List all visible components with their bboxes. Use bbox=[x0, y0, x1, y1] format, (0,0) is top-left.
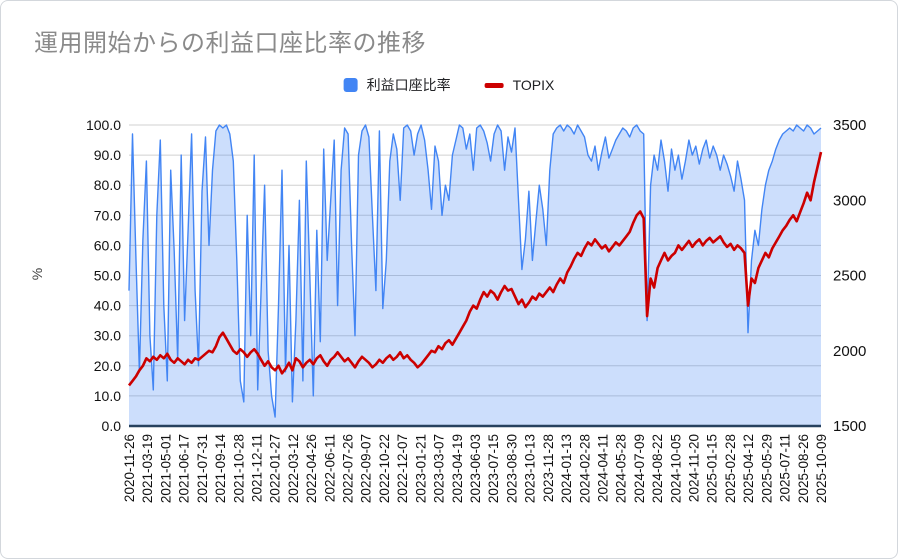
x-axis-tick-label: 2025-02-28 bbox=[723, 434, 738, 503]
x-axis-tick-label: 2022-04-26 bbox=[304, 434, 319, 503]
x-axis-tick-label: 2022-07-26 bbox=[341, 434, 356, 503]
x-axis-tick-label: 2024-01-13 bbox=[559, 434, 574, 503]
left-axis-tick-label: 60.0 bbox=[94, 237, 121, 253]
legend-label-ratio: 利益口座比率 bbox=[366, 77, 451, 93]
x-axis-tick-label: 2025-04-12 bbox=[741, 434, 756, 503]
x-axis-tick-label: 2025-08-26 bbox=[796, 434, 811, 503]
x-axis-tick-label: 2024-07-09 bbox=[632, 434, 647, 503]
right-axis-tick-label: 3500 bbox=[833, 117, 866, 134]
ratio-line-series bbox=[128, 124, 822, 418]
x-axis-tick-label: 2024-08-22 bbox=[650, 434, 665, 503]
x-axis-tick-label: 2020-11-26 bbox=[122, 434, 137, 502]
chart-title: 運用開始からの利益口座比率の推移 bbox=[34, 30, 426, 57]
right-axis-tick-label: 3000 bbox=[833, 192, 866, 209]
x-axis-tick-label: 2024-02-28 bbox=[577, 434, 592, 503]
left-axis-tick-label: 50.0 bbox=[94, 268, 121, 284]
legend-item-topix: TOPIX bbox=[484, 77, 555, 93]
left-axis-tick-label: 40.0 bbox=[94, 298, 121, 314]
topix-series-swatch-icon bbox=[484, 82, 504, 88]
left-axis-tick-label: 80.0 bbox=[94, 177, 121, 193]
x-axis-tick-label: 2022-09-07 bbox=[359, 434, 374, 503]
x-axis-tick-label: 2021-10-28 bbox=[231, 434, 246, 503]
legend: 利益口座比率 TOPIX bbox=[343, 75, 555, 95]
x-axis-tick-label: 2025-05-29 bbox=[759, 434, 774, 503]
legend-label-topix: TOPIX bbox=[512, 77, 555, 93]
x-axis-tick-label: 2021-07-31 bbox=[195, 434, 210, 503]
x-axis-tick-label: 2022-06-11 bbox=[322, 434, 337, 502]
x-axis-tick-label: 2023-04-19 bbox=[450, 434, 465, 503]
left-axis-tick-label: 10.0 bbox=[94, 388, 121, 404]
x-axis-tick-label: 2022-03-12 bbox=[286, 434, 301, 503]
ratio-series-swatch-icon bbox=[343, 78, 358, 92]
x-axis-tick-label: 2023-10-13 bbox=[523, 434, 538, 503]
ratio-area-series bbox=[129, 125, 821, 426]
left-axis-tick-label: 100.0 bbox=[86, 117, 121, 133]
x-axis-tick-label: 2022-10-22 bbox=[377, 434, 392, 503]
left-axis-tick-label: 20.0 bbox=[94, 358, 121, 374]
x-axis-tick-label: 2024-11-20 bbox=[687, 434, 702, 502]
x-axis-tick-label: 2021-09-14 bbox=[213, 434, 228, 504]
x-axis-tick-label: 2023-01-21 bbox=[413, 434, 428, 503]
left-axis-tick-label: 70.0 bbox=[94, 207, 121, 223]
x-axis-tick-label: 2025-07-11 bbox=[778, 434, 793, 502]
x-axis-tick-label: 2025-01-15 bbox=[705, 434, 720, 503]
left-axis-tick-label: 90.0 bbox=[94, 147, 121, 163]
x-axis-tick-label: 2023-08-30 bbox=[504, 434, 519, 503]
right-axis-tick-label: 1500 bbox=[833, 418, 866, 435]
x-axis-tick-label: 2022-01-27 bbox=[268, 434, 283, 503]
x-axis-tick-label: 2021-03-19 bbox=[140, 434, 155, 503]
topix-line-series bbox=[127, 151, 823, 387]
x-axis-tick-label: 2023-06-03 bbox=[468, 434, 483, 503]
x-axis-tick-label: 2021-12-11 bbox=[250, 434, 265, 502]
x-axis-tick-label: 2021-06-17 bbox=[177, 434, 192, 503]
x-axis-tick-label: 2024-04-11 bbox=[596, 434, 611, 502]
x-axis-tick-label: 2024-05-28 bbox=[614, 434, 629, 503]
x-axis-tick-label: 2023-07-15 bbox=[486, 434, 501, 503]
left-axis-tick-label: 0.0 bbox=[102, 418, 122, 434]
x-axis-tick-label: 2024-10-05 bbox=[668, 434, 683, 503]
x-axis-tick-label: 2023-03-07 bbox=[432, 434, 447, 503]
x-axis-tick-label: 2025-10-09 bbox=[814, 434, 829, 503]
x-axis-tick-label: 2021-05-01 bbox=[158, 434, 173, 503]
left-axis-tick-label: 30.0 bbox=[94, 328, 121, 344]
x-axis-tick-label: 2022-12-07 bbox=[395, 434, 410, 503]
legend-item-ratio: 利益口座比率 bbox=[343, 75, 451, 95]
right-axis-tick-label: 2000 bbox=[833, 343, 866, 360]
right-axis-tick-label: 2500 bbox=[833, 268, 866, 285]
x-axis-tick-label: 2023-11-28 bbox=[541, 434, 556, 502]
